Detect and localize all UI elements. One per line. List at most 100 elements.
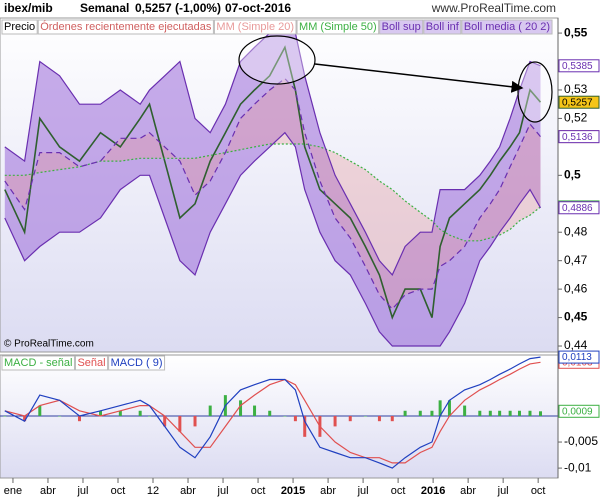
symbol: ibex/mib (4, 1, 53, 15)
y-tick-label: 0,46 (564, 281, 588, 295)
last-price: 0,5257 (-1,00%) (135, 1, 221, 15)
histogram-bar (293, 415, 297, 422)
y-tick-label: -0,01 (564, 460, 592, 474)
bollinger-band (4, 24, 541, 346)
histogram-bar (23, 415, 27, 422)
value-label-box (558, 59, 600, 73)
legend-box (379, 19, 424, 35)
histogram-bar (463, 405, 467, 416)
histogram-bar (403, 410, 407, 416)
x-tick-label: abr (460, 485, 476, 497)
x-tick-label: 2016 (421, 485, 445, 497)
ma-fill (4, 78, 541, 309)
histogram-bar (517, 410, 521, 416)
value-label-box (558, 130, 600, 144)
y-tick-label: 0,5 (564, 167, 581, 181)
series-line (4, 356, 541, 469)
x-tick-label: oct (251, 485, 266, 497)
y-tick-label: 0,47 (564, 253, 588, 267)
histogram-bar (208, 405, 212, 416)
legend-box (108, 355, 166, 371)
histogram-bar (348, 415, 352, 422)
histogram-bar (498, 410, 502, 416)
x-tick-label: oct (531, 485, 546, 497)
legend-entry: Boll inf (426, 21, 460, 33)
histogram-bar (438, 400, 442, 416)
histogram-bar (163, 415, 167, 427)
x-tick-label: 12 (147, 485, 159, 497)
histogram-bar (478, 410, 482, 416)
legend-entry: Boll sup (382, 21, 421, 33)
histogram-bar (253, 405, 257, 416)
x-tick-label: jul (217, 485, 229, 497)
watermark: www.ProRealTime.com (431, 1, 556, 15)
legend-entry: Órdenes recientemente ejecutadas (40, 20, 212, 33)
x-tick-label: abr (40, 485, 56, 497)
histogram-bar (178, 415, 182, 432)
y-tick-label: -0,005 (564, 434, 598, 448)
series-line (4, 131, 542, 347)
legend-entry: MACD ( 9) (111, 357, 163, 369)
series-line (4, 77, 541, 310)
histogram-bar (538, 411, 542, 416)
legend-box (74, 355, 109, 371)
histogram-bar (38, 405, 42, 416)
x-tick-label: ene (4, 485, 22, 497)
x-tick-label: abr (180, 485, 196, 497)
legend-entry: MACD - señal (4, 357, 72, 369)
value-label: 0,0009 (562, 406, 593, 417)
histogram-bar (239, 400, 243, 416)
value-label: 0,5136 (562, 132, 593, 143)
value-label: 0,5257 (562, 97, 593, 108)
legend-entry: Señal (77, 357, 105, 369)
legend-box (213, 19, 297, 35)
histogram-bar (138, 410, 142, 416)
y-tick-label: 0,48 (564, 224, 588, 238)
x-tick-label: oct (391, 485, 406, 497)
date: 07-oct-2016 (225, 1, 291, 15)
value-label: 0,5385 (562, 61, 593, 72)
y-tick-label: 0,53 (564, 82, 588, 96)
legend-box (37, 19, 214, 35)
x-tick-label: oct (111, 485, 126, 497)
histogram-bar (148, 415, 152, 417)
y-tick-label: 0,44 (564, 338, 588, 352)
value-label: 0,4886 (562, 203, 593, 214)
histogram-bar (528, 410, 532, 416)
value-label: 0,0113 (562, 352, 592, 363)
histogram-bar (118, 410, 122, 416)
histogram-bar (430, 410, 434, 416)
value-label-box (558, 350, 600, 364)
y-tick-label: 0,45 (564, 310, 588, 324)
histogram-bar (447, 400, 451, 416)
x-tick-label: jul (497, 485, 509, 497)
legend-box (296, 19, 380, 35)
legend-box (461, 19, 553, 35)
macd-panel (0, 354, 559, 479)
legend-box (1, 19, 38, 35)
value-label-box (558, 404, 600, 418)
y-tick-label: 0,55 (564, 25, 588, 39)
arrow (314, 63, 524, 93)
histogram-bar (488, 410, 492, 416)
histogram-bar (390, 415, 394, 422)
y-tick-label: 0,52 (564, 111, 588, 125)
series-line (4, 361, 541, 464)
x-tick-label: jul (76, 485, 88, 497)
histogram-bar (418, 410, 422, 416)
histogram-bar (3, 415, 7, 417)
legend-entry: Precio (4, 21, 35, 33)
legend-box (1, 355, 75, 371)
histogram-bar (377, 415, 381, 422)
value-label-box (558, 95, 600, 109)
histogram-bar (268, 410, 272, 416)
histogram-bar (193, 415, 197, 427)
histogram-bar (77, 415, 81, 422)
x-tick-label: 2015 (281, 485, 305, 497)
highlight-ellipse (238, 35, 316, 85)
histogram-bar (283, 415, 287, 417)
histogram-bar (508, 410, 512, 416)
highlight-ellipse (517, 61, 553, 123)
series-line (4, 45, 542, 320)
